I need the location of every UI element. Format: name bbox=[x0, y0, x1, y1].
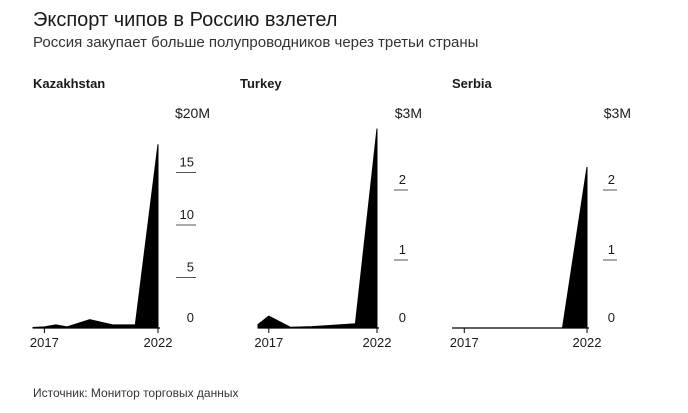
area-series bbox=[452, 166, 588, 329]
area-series bbox=[32, 144, 159, 329]
y-tick-label: 1 bbox=[399, 242, 406, 257]
unit-label: $20M bbox=[175, 105, 210, 121]
panel-title: Turkey bbox=[240, 76, 282, 91]
x-tick-label: 2017 bbox=[254, 335, 283, 350]
x-tick-label: 2022 bbox=[144, 335, 173, 350]
y-tick-label: 5 bbox=[187, 260, 194, 275]
unit-label: $3M bbox=[604, 105, 631, 121]
panel-title: Kazakhstan bbox=[33, 76, 105, 91]
y-tick-label: 0 bbox=[187, 310, 194, 325]
chart-subtitle: Россия закупает больше полупроводников ч… bbox=[33, 34, 479, 51]
panel-turkey: Turkey $3M 0 1 2 2017 2022 bbox=[240, 76, 422, 350]
y-tick-label: 15 bbox=[180, 155, 194, 170]
y-tick-label: 10 bbox=[180, 207, 194, 222]
x-tick-label: 2017 bbox=[30, 335, 59, 350]
panel-kazakhstan: Kazakhstan $20M 0 5 10 15 2017 2022 bbox=[30, 76, 210, 350]
panel-serbia: Serbia $3M 0 1 2 2017 2022 bbox=[450, 76, 631, 350]
y-tick-label: 0 bbox=[399, 310, 406, 325]
x-tick-label: 2017 bbox=[450, 335, 479, 350]
panel-title: Serbia bbox=[452, 76, 493, 91]
y-tick-label: 0 bbox=[608, 310, 615, 325]
y-tick-label: 2 bbox=[399, 172, 406, 187]
area-series bbox=[257, 128, 378, 329]
chart-title: Экспорт чипов в Россию взлетел bbox=[33, 9, 338, 31]
y-tick-label: 1 bbox=[608, 242, 615, 257]
x-tick-label: 2022 bbox=[573, 335, 602, 350]
source-note: Источник: Монитор торговых данных bbox=[33, 386, 239, 400]
y-tick-label: 2 bbox=[608, 172, 615, 187]
unit-label: $3M bbox=[395, 105, 422, 121]
x-tick-label: 2022 bbox=[363, 335, 392, 350]
